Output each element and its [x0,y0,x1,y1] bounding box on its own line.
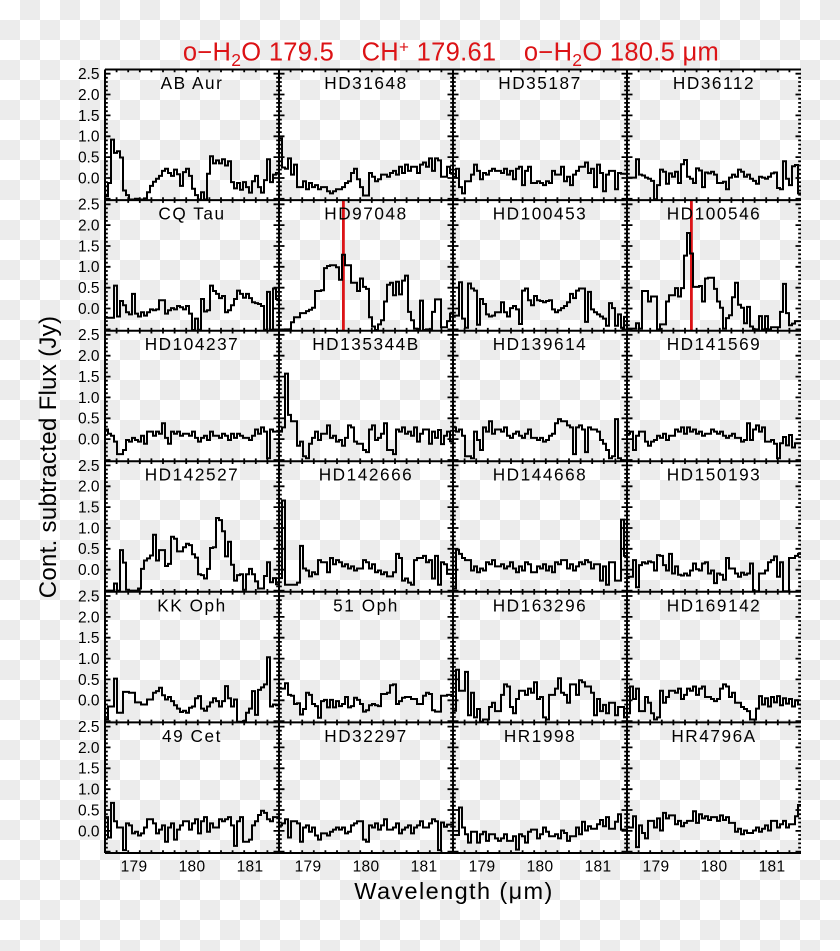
svg-text:0.0: 0.0 [78,693,100,710]
svg-text:o−H2O 180.5 μm: o−H2O 180.5 μm [524,38,719,70]
svg-text:1.0: 1.0 [78,259,100,276]
svg-text:0.5: 0.5 [78,672,100,689]
svg-text:0.5: 0.5 [78,411,100,428]
svg-text:0.5: 0.5 [78,150,100,167]
svg-text:HD169142: HD169142 [667,595,762,615]
svg-text:1.0: 1.0 [78,782,100,799]
svg-text:o−H2O 179.5: o−H2O 179.5 [183,38,334,70]
svg-text:2.0: 2.0 [78,218,100,235]
svg-text:HD150193: HD150193 [667,465,762,485]
svg-text:HD35187: HD35187 [498,73,581,93]
svg-text:179: 179 [295,859,322,876]
svg-text:0.0: 0.0 [78,562,100,579]
svg-text:1.5: 1.5 [78,108,100,125]
svg-text:180: 180 [701,859,728,876]
svg-text:51 Oph: 51 Oph [333,595,399,615]
svg-text:0.0: 0.0 [78,432,100,449]
svg-text:179: 179 [121,859,148,876]
svg-text:HR4796A: HR4796A [671,726,756,746]
svg-text:Cont. subtracted Flux (Jy): Cont. subtracted Flux (Jy) [35,316,62,599]
svg-text:181: 181 [411,859,438,876]
svg-text:2.5: 2.5 [78,66,100,83]
svg-text:HD104237: HD104237 [145,334,240,354]
svg-text:HD135344B: HD135344B [312,334,420,354]
svg-text:CH+ 179.61: CH+ 179.61 [362,37,497,66]
svg-text:HD36112: HD36112 [673,73,755,93]
svg-text:1.0: 1.0 [78,651,100,668]
svg-text:2.5: 2.5 [78,327,100,344]
svg-text:Wavelength (μm): Wavelength (μm) [354,878,554,904]
svg-text:2.0: 2.0 [78,479,100,496]
svg-text:1.0: 1.0 [78,390,100,407]
svg-text:HD31648: HD31648 [324,73,407,93]
svg-text:179: 179 [643,859,670,876]
svg-text:2.5: 2.5 [78,458,100,475]
svg-text:HD142666: HD142666 [319,465,414,485]
svg-text:181: 181 [237,859,264,876]
svg-text:HD100546: HD100546 [667,204,762,224]
svg-text:HD97048: HD97048 [324,204,407,224]
svg-text:KK Oph: KK Oph [157,595,227,615]
svg-text:0.5: 0.5 [78,280,100,297]
svg-text:0.5: 0.5 [78,802,100,819]
svg-text:HD141569: HD141569 [667,334,762,354]
svg-text:1.5: 1.5 [78,630,100,647]
svg-text:CQ Tau: CQ Tau [158,204,225,224]
svg-text:0.0: 0.0 [78,170,100,187]
svg-text:2.0: 2.0 [78,609,100,626]
svg-text:2.5: 2.5 [78,197,100,214]
svg-text:2.0: 2.0 [78,87,100,104]
svg-text:HD144668: HD144668 [493,465,588,485]
svg-text:1.5: 1.5 [78,761,100,778]
svg-text:2.0: 2.0 [78,348,100,365]
svg-text:2.0: 2.0 [78,740,100,757]
svg-text:2.5: 2.5 [78,719,100,736]
svg-text:HD142527: HD142527 [145,465,240,485]
svg-text:180: 180 [353,859,380,876]
svg-text:49 Cet: 49 Cet [162,726,222,746]
svg-text:0.5: 0.5 [78,541,100,558]
svg-text:1.0: 1.0 [78,520,100,537]
svg-text:1.0: 1.0 [78,129,100,146]
svg-text:HR1998: HR1998 [504,726,576,746]
svg-text:AB Aur: AB Aur [161,73,224,93]
svg-text:HD100453: HD100453 [493,204,588,224]
svg-text:2.5: 2.5 [78,588,100,605]
svg-text:HD139614: HD139614 [493,334,588,354]
svg-text:0.0: 0.0 [78,823,100,840]
svg-text:1.5: 1.5 [78,500,100,517]
svg-text:1.5: 1.5 [78,369,100,386]
svg-text:181: 181 [759,859,786,876]
svg-text:180: 180 [527,859,554,876]
svg-text:1.5: 1.5 [78,238,100,255]
svg-text:179: 179 [469,859,496,876]
svg-text:HD32297: HD32297 [324,726,407,746]
svg-text:HD163296: HD163296 [493,595,588,615]
svg-text:181: 181 [585,859,612,876]
svg-text:180: 180 [179,859,206,876]
svg-text:0.0: 0.0 [78,301,100,318]
